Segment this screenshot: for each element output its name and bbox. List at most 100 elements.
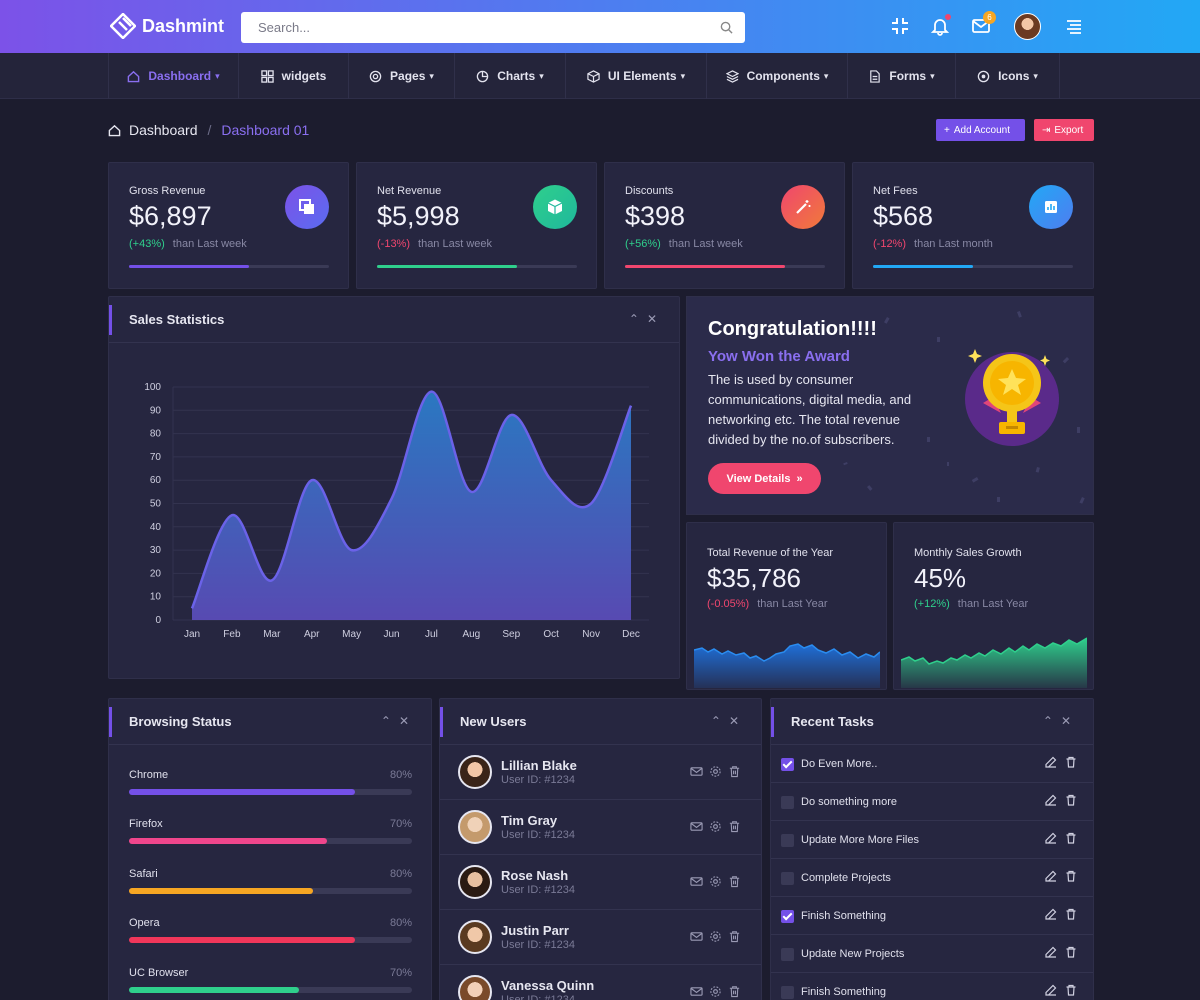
user-name[interactable]: Justin Parr (501, 923, 569, 938)
x-tick-label: Oct (543, 629, 559, 640)
close-icon[interactable]: ✕ (398, 714, 417, 728)
trash-icon[interactable] (1065, 832, 1077, 844)
search-icon[interactable] (720, 21, 733, 34)
mail-icon[interactable] (690, 875, 703, 888)
mail-icon[interactable] (690, 765, 703, 778)
fullscreen-exit-icon[interactable] (890, 16, 910, 36)
mail-icon[interactable] (690, 930, 703, 943)
user-name[interactable]: Lillian Blake (501, 758, 577, 773)
nav-ui-elements[interactable]: UI Elements ▾ (565, 53, 706, 99)
x-tick-label: Mar (263, 629, 281, 640)
task-checkbox[interactable] (781, 758, 794, 771)
nav-charts[interactable]: Charts ▾ (454, 53, 565, 99)
award-title: Congratulation!!!! (708, 318, 877, 340)
collapse-icon[interactable]: ⌃ (1042, 714, 1061, 728)
task-actions (1045, 908, 1077, 920)
box-icon (587, 69, 600, 83)
edit-icon[interactable] (1045, 756, 1057, 768)
home-icon (108, 124, 121, 136)
close-icon[interactable]: ✕ (728, 714, 747, 728)
menu-icon[interactable] (1064, 16, 1084, 36)
trash-icon[interactable] (1065, 756, 1077, 768)
mail-icon[interactable] (690, 820, 703, 833)
nav-widgets[interactable]: widgets (238, 53, 348, 99)
stat-label: Gross Revenue (129, 185, 206, 197)
edit-icon[interactable] (1045, 832, 1057, 844)
trash-icon[interactable] (728, 765, 741, 778)
task-checkbox[interactable] (781, 796, 794, 809)
nav-pages[interactable]: Pages ▾ (348, 53, 454, 99)
stat-value: $568 (873, 201, 934, 231)
lifebuoy-icon (369, 70, 382, 82)
chevron-down-icon: ▾ (429, 70, 434, 81)
collapse-icon[interactable]: ⌃ (380, 714, 399, 728)
task-checkbox[interactable] (781, 834, 794, 847)
user-actions (690, 765, 741, 778)
user-avatar[interactable] (458, 975, 492, 1000)
stat-change: (+56%) than Last week (625, 238, 743, 250)
user-avatar[interactable] (458, 810, 492, 844)
edit-icon[interactable] (1045, 984, 1057, 996)
trash-icon[interactable] (1065, 908, 1077, 920)
user-name[interactable]: Rose Nash (501, 868, 569, 883)
stat-card-discounts: Discounts $398 (+56%) than Last week (604, 162, 845, 289)
collapse-icon[interactable]: ⌃ (628, 312, 647, 326)
nav-label: Pages (390, 69, 426, 83)
task-checkbox[interactable] (781, 872, 794, 885)
gear-icon[interactable] (709, 875, 722, 888)
edit-icon[interactable] (1045, 794, 1057, 806)
search-input[interactable] (258, 20, 720, 35)
gear-icon[interactable] (709, 985, 722, 998)
user-avatar[interactable] (458, 755, 492, 789)
edit-icon[interactable] (1045, 908, 1057, 920)
browser-bar (129, 888, 412, 894)
trash-icon[interactable] (728, 820, 741, 833)
close-icon[interactable]: ✕ (1060, 714, 1079, 728)
trash-icon[interactable] (728, 985, 741, 998)
gear-icon[interactable] (709, 930, 722, 943)
chevron-down-icon: ▾ (930, 70, 935, 81)
gear-icon[interactable] (709, 820, 722, 833)
breadcrumb-home[interactable]: Dashboard (129, 122, 198, 138)
user-avatar[interactable] (1014, 13, 1041, 40)
collapse-icon[interactable]: ⌃ (710, 714, 729, 728)
close-icon[interactable]: ✕ (646, 312, 665, 326)
stat-label: Net Fees (873, 185, 918, 197)
nav-label: Charts (497, 69, 536, 83)
view-details-button[interactable]: View Details » (708, 463, 821, 494)
nav-components[interactable]: Components ▾ (706, 53, 847, 99)
browser-bar (129, 789, 412, 795)
user-name[interactable]: Vanessa Quinn (501, 978, 595, 993)
user-avatar[interactable] (458, 920, 492, 954)
task-checkbox[interactable] (781, 948, 794, 961)
panel-accent (109, 305, 112, 335)
y-tick-label: 20 (150, 568, 162, 579)
brand-logo[interactable]: Dashmint (110, 13, 224, 39)
trash-icon[interactable] (1065, 794, 1077, 806)
gear-icon[interactable] (709, 765, 722, 778)
user-name[interactable]: Tim Gray (501, 813, 558, 828)
trash-icon[interactable] (728, 930, 741, 943)
cube-icon (533, 185, 577, 229)
user-avatar[interactable] (458, 865, 492, 899)
browser-row: Safari 80% (129, 868, 412, 894)
trash-icon[interactable] (1065, 984, 1077, 996)
trash-icon[interactable] (1065, 946, 1077, 958)
task-checkbox[interactable] (781, 986, 794, 999)
add-account-button[interactable]: + Add Account (936, 119, 1025, 141)
nav-icons[interactable]: Icons ▾ (955, 53, 1060, 99)
trash-icon[interactable] (1065, 870, 1077, 882)
trophy-icon (965, 349, 1059, 446)
edit-icon[interactable] (1045, 870, 1057, 882)
task-checkbox[interactable] (781, 910, 794, 923)
mail-icon[interactable] (690, 985, 703, 998)
browser-bar-fill (129, 838, 328, 844)
bell-icon[interactable] (930, 16, 950, 36)
edit-icon[interactable] (1045, 946, 1057, 958)
trash-icon[interactable] (728, 875, 741, 888)
task-text: Finish Something (801, 910, 886, 922)
nav-forms[interactable]: Forms ▾ (847, 53, 955, 99)
export-button[interactable]: ⇥ Export (1034, 119, 1094, 141)
nav-dashboard[interactable]: Dashboard ▾ (108, 53, 238, 99)
nav-label: Forms (889, 69, 927, 83)
